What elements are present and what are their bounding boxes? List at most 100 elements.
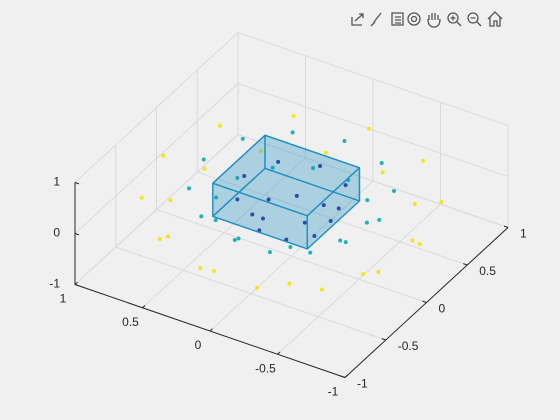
- legend-button[interactable]: [388, 11, 404, 27]
- x-tick-label: -0.5: [255, 361, 276, 375]
- point: [259, 149, 264, 154]
- point: [240, 136, 245, 141]
- y-tick: [503, 225, 509, 228]
- point: [260, 216, 265, 221]
- point: [377, 217, 382, 222]
- pan-button[interactable]: [426, 11, 442, 28]
- point: [323, 150, 328, 155]
- x-tick-label: 1: [60, 292, 67, 306]
- z-tick-label: -1: [49, 277, 60, 291]
- grid-line: [237, 134, 509, 228]
- zoom-in-button[interactable]: [446, 11, 462, 27]
- point: [294, 193, 299, 198]
- point: [287, 281, 292, 286]
- point: [212, 269, 217, 274]
- point: [235, 176, 240, 181]
- z-tick: [74, 284, 80, 287]
- point: [250, 212, 255, 217]
- grid-line: [115, 246, 386, 341]
- y-tick-label: -1: [357, 377, 368, 391]
- point: [336, 206, 341, 211]
- point: [187, 186, 192, 191]
- point: [213, 218, 218, 223]
- point: [376, 269, 381, 274]
- y-tick: [340, 375, 346, 378]
- point: [168, 198, 173, 203]
- point: [266, 197, 271, 202]
- point: [235, 197, 240, 202]
- point: [379, 161, 384, 166]
- point: [139, 195, 144, 200]
- grid-line: [74, 83, 239, 234]
- home-button[interactable]: [486, 11, 503, 27]
- point: [343, 183, 348, 188]
- point: [217, 123, 222, 128]
- z-tick: [74, 182, 80, 185]
- point: [166, 234, 171, 239]
- y-tick: [422, 300, 427, 303]
- point: [270, 165, 275, 170]
- point: [157, 237, 162, 242]
- y-tick-label: 0.5: [479, 264, 496, 278]
- point: [410, 238, 415, 243]
- export-button[interactable]: [350, 11, 366, 27]
- point: [412, 202, 417, 207]
- z-tick-label: 1: [53, 175, 60, 189]
- point: [391, 188, 396, 193]
- point: [421, 158, 426, 163]
- point: [311, 166, 316, 171]
- point: [232, 238, 237, 243]
- x-tick-label: 0: [195, 338, 202, 352]
- point: [439, 200, 444, 205]
- point: [276, 159, 281, 164]
- grid-line: [74, 32, 239, 183]
- z-tick-label: 0: [53, 226, 60, 240]
- x-tick: [142, 305, 146, 309]
- toolbar: [350, 11, 503, 28]
- point: [302, 220, 307, 225]
- y-tick: [381, 338, 386, 341]
- y-tick-label: 0: [439, 302, 446, 316]
- point: [291, 114, 296, 119]
- grid-line: [74, 134, 239, 285]
- point: [380, 170, 385, 175]
- point: [365, 198, 370, 203]
- point: [267, 250, 272, 255]
- point: [364, 220, 369, 225]
- point: [342, 138, 347, 143]
- point: [312, 233, 317, 238]
- point: [288, 245, 293, 250]
- point: [308, 250, 313, 255]
- y-tick: [463, 263, 468, 266]
- point: [202, 166, 207, 171]
- rotate-button[interactable]: [406, 11, 422, 27]
- point: [328, 218, 333, 223]
- brush-button[interactable]: [368, 11, 384, 27]
- point: [319, 287, 324, 292]
- z-tick: [74, 233, 80, 236]
- point: [255, 285, 260, 290]
- x-tick-label: -1: [328, 385, 339, 399]
- x-tick: [277, 351, 281, 355]
- y-tick-label: -0.5: [398, 339, 419, 353]
- point: [198, 266, 203, 271]
- y-tick-label: 1: [520, 227, 527, 241]
- point: [242, 173, 247, 178]
- x-tick: [344, 374, 348, 378]
- grid-line: [237, 32, 509, 126]
- box-face: [306, 167, 361, 250]
- point: [214, 195, 219, 200]
- zoom-out-button[interactable]: [466, 11, 482, 27]
- grid-line: [156, 209, 427, 303]
- point: [338, 238, 343, 243]
- grid-line: [237, 83, 509, 177]
- point: [201, 157, 206, 162]
- x-tick: [209, 328, 213, 332]
- point: [161, 153, 166, 158]
- point: [361, 272, 366, 277]
- point: [417, 242, 422, 247]
- grid-line: [197, 171, 468, 266]
